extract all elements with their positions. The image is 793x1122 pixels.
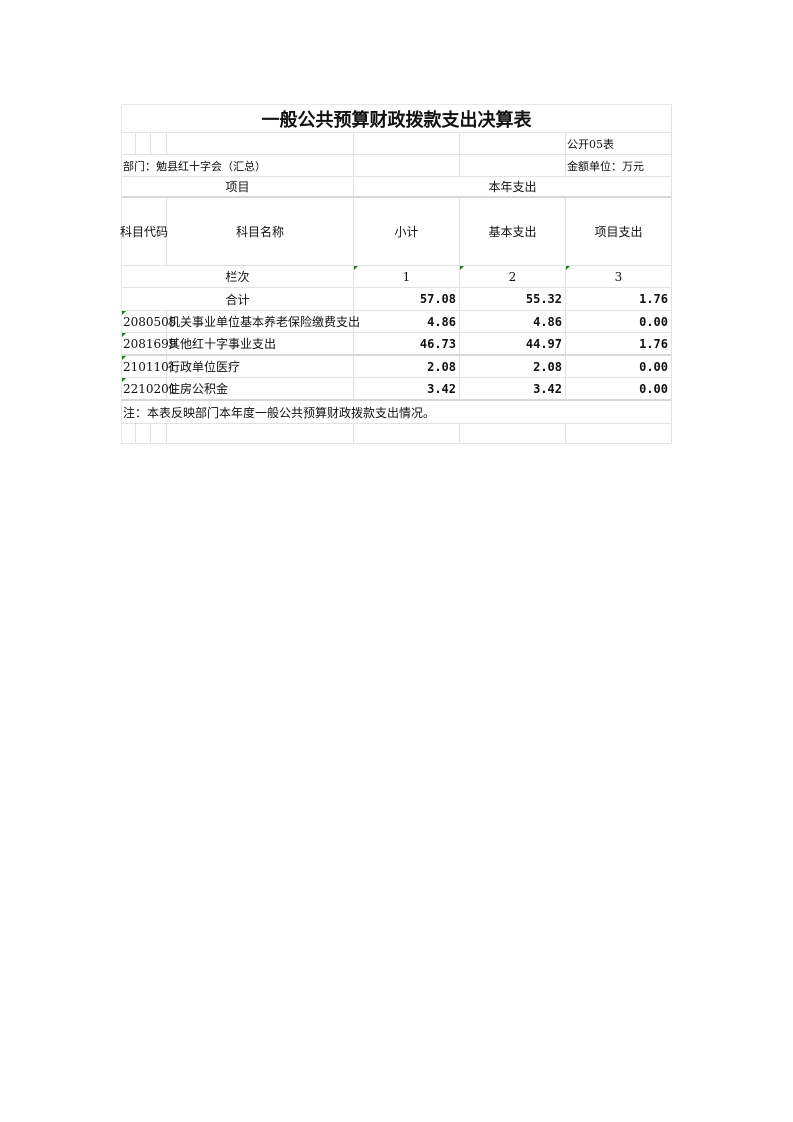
comment-marker-icon (122, 356, 126, 360)
comment-marker-icon (122, 378, 126, 382)
row-subtotal[interactable]: 46.73 (354, 333, 460, 356)
cell[interactable] (151, 424, 167, 444)
header-code: 科目代码 (120, 198, 168, 266)
unit-label: 金额单位：万元 (566, 155, 672, 177)
total-basic[interactable]: 55.32 (460, 288, 566, 311)
department-label: 部门：勉县红十字会（汇总） (121, 155, 354, 177)
col3: 3 (614, 269, 623, 284)
cell[interactable] (460, 133, 566, 155)
column-no-3[interactable]: 3 (566, 266, 672, 288)
cell[interactable] (167, 133, 354, 155)
table-code: 公开05表 (566, 133, 672, 155)
header-project: 项目支出 (566, 198, 672, 266)
row-name[interactable]: 其他红十字事业支出 (167, 333, 354, 356)
cell[interactable] (566, 424, 672, 444)
page-title: 一般公共预算财政拨款支出决算表 (121, 104, 672, 133)
col2: 2 (508, 269, 517, 284)
code: 2080505 (123, 314, 177, 329)
row-subtotal[interactable]: 4.86 (354, 311, 460, 333)
cell[interactable] (354, 133, 460, 155)
row-name[interactable]: 行政单位医疗 (167, 356, 354, 378)
code: 2210201 (123, 381, 177, 396)
row-project[interactable]: 1.76 (566, 333, 672, 356)
col1: 1 (402, 269, 411, 284)
cell[interactable] (460, 155, 566, 177)
header-item: 项目 (121, 177, 354, 198)
table-note: 注：本表反映部门本年度一般公共预算财政拨款支出情况。 (121, 401, 672, 424)
column-no-1[interactable]: 1 (354, 266, 460, 288)
row-basic[interactable]: 3.42 (460, 378, 566, 401)
row-subtotal[interactable]: 3.42 (354, 378, 460, 401)
row-project[interactable]: 0.00 (566, 356, 672, 378)
cell[interactable] (136, 133, 151, 155)
cell[interactable] (121, 424, 136, 444)
comment-marker-icon (122, 311, 126, 315)
header-current-year: 本年支出 (354, 177, 672, 198)
comment-marker-icon (566, 266, 570, 270)
cell[interactable] (136, 424, 151, 444)
total-subtotal[interactable]: 57.08 (354, 288, 460, 311)
cell[interactable] (354, 424, 460, 444)
header-subtotal: 小计 (354, 198, 460, 266)
code: 2101101 (123, 359, 177, 374)
row-code[interactable]: 2101101 (121, 356, 176, 378)
header-basic: 基本支出 (460, 198, 566, 266)
row-basic[interactable]: 2.08 (460, 356, 566, 378)
row-code[interactable]: 2081699 (121, 333, 176, 356)
comment-marker-icon (354, 266, 358, 270)
cell[interactable] (460, 424, 566, 444)
cell[interactable] (167, 424, 354, 444)
row-code[interactable]: 2080505 (121, 311, 176, 333)
row-code[interactable]: 2210201 (121, 378, 176, 401)
total-label: 合计 (121, 288, 354, 311)
row-basic[interactable]: 44.97 (460, 333, 566, 356)
total-project[interactable]: 1.76 (566, 288, 672, 311)
cell[interactable] (151, 133, 167, 155)
row-name[interactable]: 机关事业单位基本养老保险缴费支出 (167, 311, 360, 333)
column-no-2[interactable]: 2 (460, 266, 566, 288)
cell[interactable] (354, 155, 460, 177)
row-basic[interactable]: 4.86 (460, 311, 566, 333)
row-project[interactable]: 0.00 (566, 378, 672, 401)
row-subtotal[interactable]: 2.08 (354, 356, 460, 378)
header-name: 科目名称 (167, 198, 354, 266)
column-no-label: 栏次 (121, 266, 354, 288)
cell[interactable] (121, 133, 136, 155)
code: 2081699 (123, 336, 177, 351)
row-name[interactable]: 住房公积金 (167, 378, 354, 401)
comment-marker-icon (460, 266, 464, 270)
comment-marker-icon (122, 333, 126, 337)
row-project[interactable]: 0.00 (566, 311, 672, 333)
